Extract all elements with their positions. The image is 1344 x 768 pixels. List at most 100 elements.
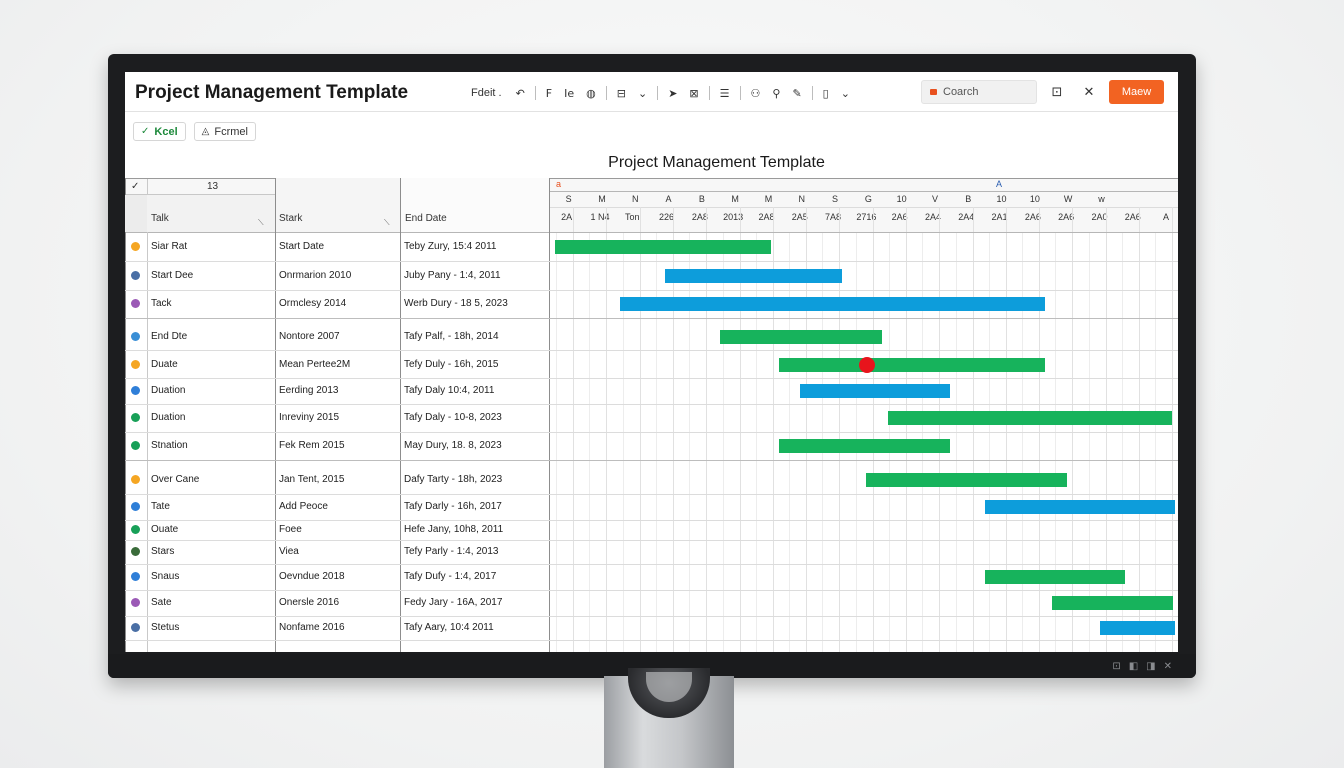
gantt-bar[interactable] <box>555 240 771 254</box>
end-cell[interactable]: Tafy Aary, 10:4 2011 <box>404 622 494 633</box>
toolbar-label[interactable]: Fdeit . <box>471 87 502 99</box>
gantt-bar[interactable] <box>800 384 950 398</box>
column-sort-icon[interactable]: ⟍ <box>258 218 264 227</box>
font-icon[interactable]: F <box>545 86 553 100</box>
start-cell[interactable]: Eerding 2013 <box>279 385 339 396</box>
start-cell[interactable]: Oevndue 2018 <box>279 571 345 582</box>
gantt-bar[interactable] <box>866 473 1067 487</box>
task-name-cell[interactable]: Duate <box>151 359 178 370</box>
select-all-checkbox[interactable]: ✓ <box>131 181 140 192</box>
end-cell[interactable]: Tefy Duly - 16h, 2015 <box>404 359 499 370</box>
start-cell[interactable]: Nontore 2007 <box>279 331 340 342</box>
start-cell[interactable]: Ormclesy 2014 <box>279 298 347 309</box>
task-name-cell[interactable]: Duation <box>151 412 186 423</box>
task-name-cell[interactable]: Stars <box>151 546 175 557</box>
send-icon[interactable]: ➤ <box>668 86 678 100</box>
task-name-cell[interactable]: Stetus <box>151 622 180 633</box>
search-placeholder: Coarch <box>943 86 979 98</box>
gantt-bar[interactable] <box>985 500 1175 514</box>
gantt-bar[interactable] <box>1100 621 1175 635</box>
align-icon[interactable]: ☰ <box>719 86 730 100</box>
gantt-gridline <box>806 207 807 652</box>
task-name-cell[interactable]: Over Cane <box>151 474 200 485</box>
end-cell[interactable]: Fedy Jary - 16A, 2017 <box>404 597 503 608</box>
task-name-cell[interactable]: Start Dee <box>151 270 194 281</box>
start-cell[interactable]: Inreviny 2015 <box>279 412 340 423</box>
start-cell[interactable]: Nonfame 2016 <box>279 622 345 633</box>
export-icon[interactable]: ⊠ <box>689 86 699 100</box>
settings-icon[interactable]: ✕ <box>1163 661 1172 672</box>
sub-toolbar: ✓ Kcel ◬ Fcrmel <box>133 122 256 142</box>
pin-icon[interactable]: ⚲ <box>772 86 781 100</box>
gantt-bar[interactable] <box>720 330 882 344</box>
gantt-bar[interactable] <box>620 297 1045 311</box>
title-bar: Project Management Template Fdeit . ↶ F … <box>125 72 1178 112</box>
end-cell[interactable]: Teby Zury, 15:4 2011 <box>404 241 497 252</box>
menu-icon[interactable]: ◧ <box>1128 661 1139 672</box>
paint-icon[interactable]: ◍ <box>586 86 596 100</box>
task-name-cell[interactable]: Duation <box>151 385 186 396</box>
task-name-cell[interactable]: Tack <box>151 298 172 309</box>
start-cell[interactable]: Add Peoce <box>279 501 328 512</box>
end-cell[interactable]: Dafy Tarty - 18h, 2023 <box>404 474 503 485</box>
end-cell[interactable]: Tafy Daly 10:4, 2011 <box>404 385 495 396</box>
end-cell[interactable]: Tefy Parly - 1:4, 2013 <box>404 546 499 557</box>
column-header-task[interactable]: Talk <box>151 213 169 224</box>
search-input[interactable]: Coarch <box>921 80 1037 104</box>
start-cell[interactable]: Foee <box>279 524 302 535</box>
end-cell[interactable]: May Dury, 18. 8, 2023 <box>404 440 502 451</box>
chevron-down-icon[interactable]: ⌄ <box>637 86 648 100</box>
column-header-end[interactable]: End Date <box>405 213 447 224</box>
power-icon[interactable]: ⊡ <box>1112 661 1121 672</box>
task-name-cell[interactable]: End Dte <box>151 331 188 342</box>
gantt-gridline-minor <box>723 232 724 652</box>
end-cell[interactable]: Juby Pany - 1:4, 2011 <box>404 270 501 281</box>
start-cell[interactable]: Fek Rem 2015 <box>279 440 345 451</box>
gantt-bar[interactable] <box>985 570 1125 584</box>
start-cell[interactable]: Start Date <box>279 241 325 252</box>
clipboard-icon[interactable]: ▯ <box>822 86 829 100</box>
gantt-day-label: 226 <box>659 212 675 222</box>
column-header-start[interactable]: Stark <box>279 213 303 224</box>
task-name-cell[interactable]: Sate <box>151 597 172 608</box>
column-sort-icon[interactable]: ⟍ <box>384 218 390 227</box>
end-cell[interactable]: Tafy Palf, - 18h, 2014 <box>404 331 499 342</box>
gantt-bar[interactable] <box>779 358 1045 372</box>
start-cell[interactable]: Onersle 2016 <box>279 597 340 608</box>
gantt-day-label: 2A6 <box>891 212 908 222</box>
format-button[interactable]: ◬ Fcrmel <box>193 122 256 141</box>
task-name-cell[interactable]: Siar Rat <box>151 241 188 252</box>
task-name-cell[interactable]: Ouate <box>151 524 179 535</box>
task-name-cell[interactable]: Tate <box>151 501 170 512</box>
user-icon[interactable]: ⚇ <box>750 86 761 100</box>
gantt-bar[interactable] <box>888 411 1172 425</box>
column-divider <box>125 178 126 652</box>
end-cell[interactable]: Tafy Dufy - 1:4, 2017 <box>404 571 497 582</box>
end-cell[interactable]: Werb Dury - 18 5, 2023 <box>404 298 508 309</box>
end-cell[interactable]: Hefe Jany, 10h8, 2011 <box>404 524 504 535</box>
gantt-bar[interactable] <box>779 439 950 453</box>
input-icon[interactable]: ◨ <box>1146 661 1156 672</box>
start-cell[interactable]: Onrmarion 2010 <box>279 270 352 281</box>
gantt-milestone[interactable] <box>859 357 875 373</box>
start-cell[interactable]: Viea <box>279 546 299 557</box>
fullscreen-icon[interactable]: ⊡ <box>1051 84 1063 100</box>
end-cell[interactable]: Tafy Darly - 16h, 2017 <box>404 501 502 512</box>
row-status-icon <box>131 271 140 280</box>
task-name-cell[interactable]: Stnation <box>151 440 188 451</box>
text-size-icon[interactable]: Ie <box>564 86 575 100</box>
end-cell[interactable]: Tafy Daly - 10-8, 2023 <box>404 412 502 423</box>
close-icon[interactable]: ✕ <box>1083 84 1095 100</box>
start-cell[interactable]: Jan Tent, 2015 <box>279 474 345 485</box>
gantt-bar[interactable] <box>1052 596 1173 610</box>
chevron-down-icon[interactable]: ⌄ <box>840 86 850 100</box>
toolbar-divider <box>534 86 536 100</box>
task-name-cell[interactable]: Snaus <box>151 571 180 582</box>
start-cell[interactable]: Mean Pertee2M <box>279 359 351 370</box>
primary-button[interactable]: Maew <box>1109 80 1164 104</box>
filter-icon[interactable]: ⊟ <box>616 86 626 100</box>
undo-icon[interactable]: ↶ <box>515 86 525 100</box>
pen-icon[interactable]: ✎ <box>792 86 802 100</box>
excel-button[interactable]: ✓ Kcel <box>133 122 186 141</box>
gantt-bar[interactable] <box>665 269 842 283</box>
